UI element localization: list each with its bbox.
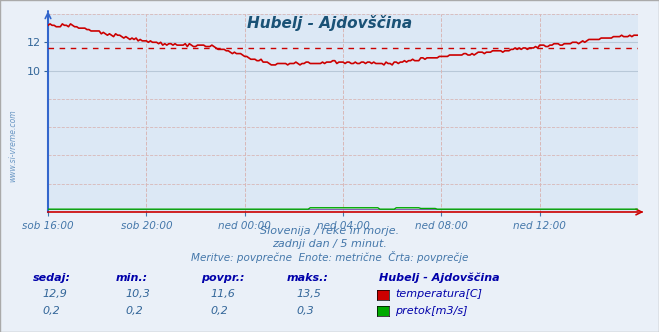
Text: 0,3: 0,3 (297, 306, 314, 316)
Text: Slovenija / reke in morje.: Slovenija / reke in morje. (260, 226, 399, 236)
Text: 0,2: 0,2 (43, 306, 61, 316)
Text: pretok[m3/s]: pretok[m3/s] (395, 306, 468, 316)
Text: 12,9: 12,9 (43, 289, 68, 299)
Text: 10,3: 10,3 (125, 289, 150, 299)
Text: Hubelj - Ajdovščina: Hubelj - Ajdovščina (379, 272, 500, 283)
Text: Meritve: povprečne  Enote: metrične  Črta: povprečje: Meritve: povprečne Enote: metrične Črta:… (191, 251, 468, 263)
Text: min.:: min.: (115, 273, 148, 283)
Text: 11,6: 11,6 (211, 289, 236, 299)
Text: www.si-vreme.com: www.si-vreme.com (8, 110, 17, 182)
Text: povpr.:: povpr.: (201, 273, 244, 283)
Text: 13,5: 13,5 (297, 289, 322, 299)
Text: maks.:: maks.: (287, 273, 329, 283)
Text: 0,2: 0,2 (211, 306, 229, 316)
Text: zadnji dan / 5 minut.: zadnji dan / 5 minut. (272, 239, 387, 249)
Text: Hubelj - Ajdovščina: Hubelj - Ajdovščina (247, 15, 412, 31)
Text: temperatura[C]: temperatura[C] (395, 289, 482, 299)
Text: 0,2: 0,2 (125, 306, 143, 316)
Text: sedaj:: sedaj: (33, 273, 71, 283)
